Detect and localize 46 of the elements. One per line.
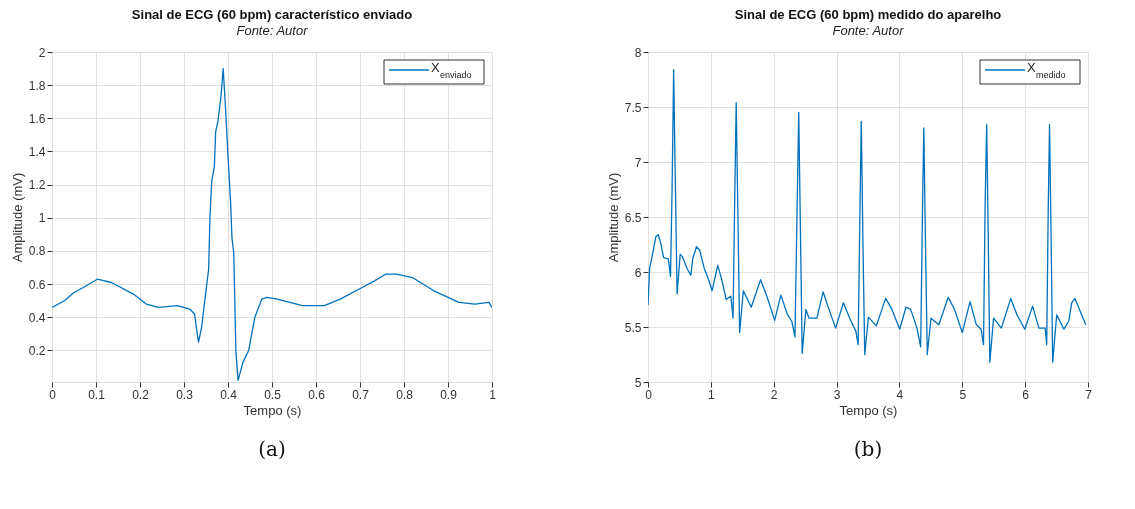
x-tick-label: 0.9 <box>440 387 458 402</box>
x-axis-title: Tempo (s) <box>839 402 898 418</box>
text: (b) <box>853 437 883 461</box>
y-tick-label: 8 <box>634 45 642 60</box>
x-tick-label: 3 <box>833 387 841 402</box>
x-tick-label: 6 <box>1022 387 1030 402</box>
y-tick-label: 0.2 <box>28 343 46 358</box>
y-axis-title: Amplitude (mV) <box>605 172 621 263</box>
chart-subtitle: Fonte: Autor <box>236 23 309 38</box>
x-tick-label: 0.8 <box>396 387 414 402</box>
x-axis-title: Tempo (s) <box>243 402 302 418</box>
y-tick-label: 6.5 <box>624 210 642 225</box>
x-tick-label: 0.1 <box>88 387 106 402</box>
y-tick-label: 1.4 <box>28 145 46 159</box>
x-tick-label: 5 <box>959 387 967 402</box>
chart-title: Sinal de ECG (60 bpm) característico enviado <box>131 7 413 22</box>
x-tick-label: 0.6 <box>308 387 326 402</box>
y-tick-label: 7.5 <box>624 100 642 115</box>
y-tick-label: 0.8 <box>28 244 46 259</box>
y-tick-label: 6 <box>634 265 642 280</box>
y-tick-label: 0.6 <box>28 277 46 292</box>
x-tick-label: 2 <box>770 387 778 402</box>
x-tick-label: 1 <box>708 387 716 402</box>
x-tick-label: 0.7 <box>352 387 370 402</box>
x-tick-label: 7 <box>1085 387 1093 402</box>
x-tick-label: 0 <box>49 387 57 402</box>
text: (a) <box>258 437 286 461</box>
x-tick-label: 4 <box>896 387 904 402</box>
x-tick-label: 0.2 <box>132 387 150 402</box>
x-tick-label: 0.3 <box>176 387 194 402</box>
x-tick-label: 1 <box>489 387 497 402</box>
y-tick-label: 2 <box>38 45 46 60</box>
x-tick-label: 0.5 <box>264 387 282 402</box>
chart-title: Sinal de ECG (60 bpm) medido do aparelho <box>734 7 1002 22</box>
y-tick-label: 7 <box>634 155 642 170</box>
y-axis-title: Amplitude (mV) <box>9 172 25 263</box>
y-tick-label: 1.2 <box>28 178 46 193</box>
y-tick-label: 1.6 <box>28 111 46 126</box>
y-tick-label: 1.8 <box>28 78 46 93</box>
y-tick-label: 5.5 <box>624 320 642 335</box>
y-tick-label: 5 <box>634 375 642 390</box>
y-tick-label: 0.4 <box>28 310 46 325</box>
chart-subtitle: Fonte: Autor <box>832 23 905 38</box>
x-tick-label: 0.4 <box>220 387 238 402</box>
x-tick-label: 0 <box>645 387 653 402</box>
y-tick-label: 1 <box>38 211 46 226</box>
